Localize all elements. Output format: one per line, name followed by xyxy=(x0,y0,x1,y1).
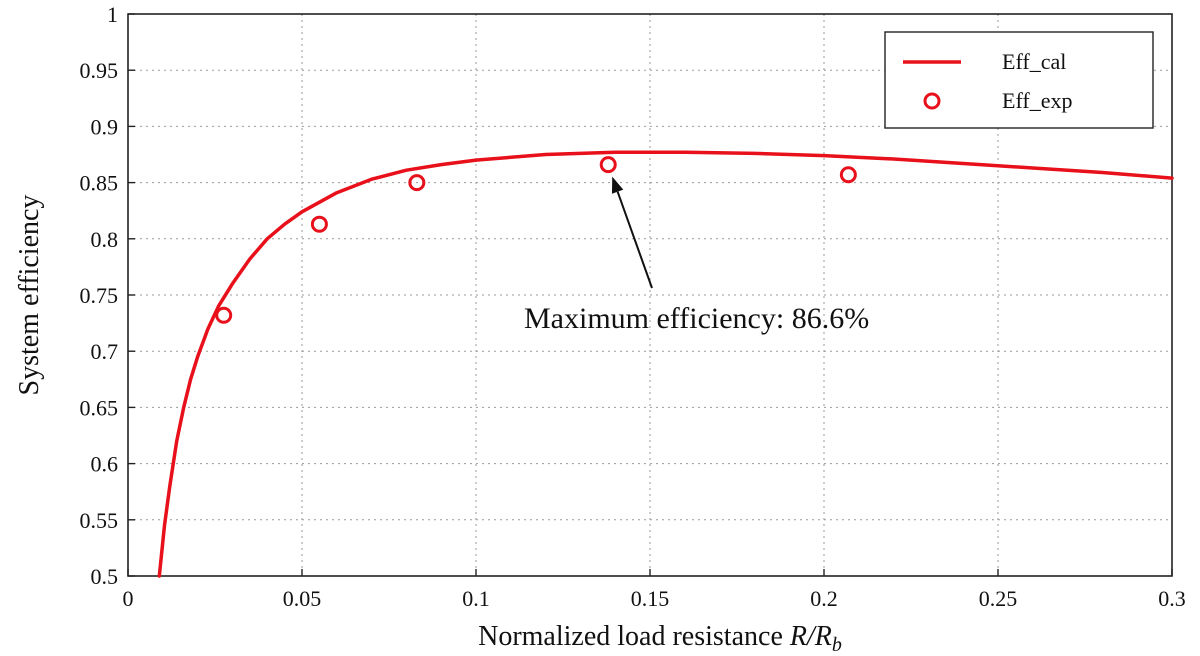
x-tick-label: 0.15 xyxy=(631,586,670,611)
y-tick-label: 0.5 xyxy=(91,564,119,589)
x-axis-title: Normalized load resistance R/Rb xyxy=(478,621,842,656)
axis-ticks: 0 0.05 0.1 0.15 0.2 0.25 0.3 0.5 0.55 0.6 0.65 0.7 0… xyxy=(80,2,1186,611)
y-tick-label: 0.9 xyxy=(91,114,119,139)
data-point-eff-exp xyxy=(310,215,328,233)
y-tick-label: 0.75 xyxy=(80,283,119,308)
y-tick-label: 0.65 xyxy=(80,395,119,420)
x-tick-label: 0.25 xyxy=(979,586,1018,611)
x-tick-label: 0.1 xyxy=(462,586,490,611)
x-tick-label: 0 xyxy=(123,586,134,611)
legend-box xyxy=(884,31,1154,129)
data-point-eff-exp xyxy=(839,166,857,184)
y-tick-label: 0.95 xyxy=(80,58,119,83)
y-tick-label: 0.55 xyxy=(80,508,119,533)
y-tick-label: 0.8 xyxy=(91,227,119,252)
y-tick-label: 0.7 xyxy=(91,339,119,364)
annotation-text: Maximum efficiency: 86.6% xyxy=(524,302,869,335)
x-tick-label: 0.3 xyxy=(1158,586,1186,611)
y-tick-label: 1 xyxy=(107,2,118,27)
series-line-eff-cal xyxy=(157,150,1174,578)
annotation-arrowhead xyxy=(611,176,624,194)
legend-marker-swatch xyxy=(923,92,941,110)
data-point-eff-exp xyxy=(408,174,426,192)
grid-lines xyxy=(128,14,1172,576)
annotation-arrow xyxy=(616,191,653,289)
y-axis-title: System efficiency xyxy=(14,195,45,396)
annotation: Maximum efficiency: 86.6% xyxy=(524,176,869,335)
x-tick-label: 0.05 xyxy=(283,586,322,611)
legend-label-eff-exp: Eff_exp xyxy=(1002,88,1072,113)
data-point-eff-exp xyxy=(215,306,233,324)
legend: Eff_cal Eff_exp xyxy=(884,31,1154,129)
series-layer xyxy=(157,150,1174,578)
y-tick-label: 0.85 xyxy=(80,171,119,196)
x-tick-label: 0.2 xyxy=(810,586,838,611)
data-point-eff-exp xyxy=(599,156,617,174)
y-tick-label: 0.6 xyxy=(91,452,119,477)
legend-label-eff-cal: Eff_cal xyxy=(1002,49,1066,74)
